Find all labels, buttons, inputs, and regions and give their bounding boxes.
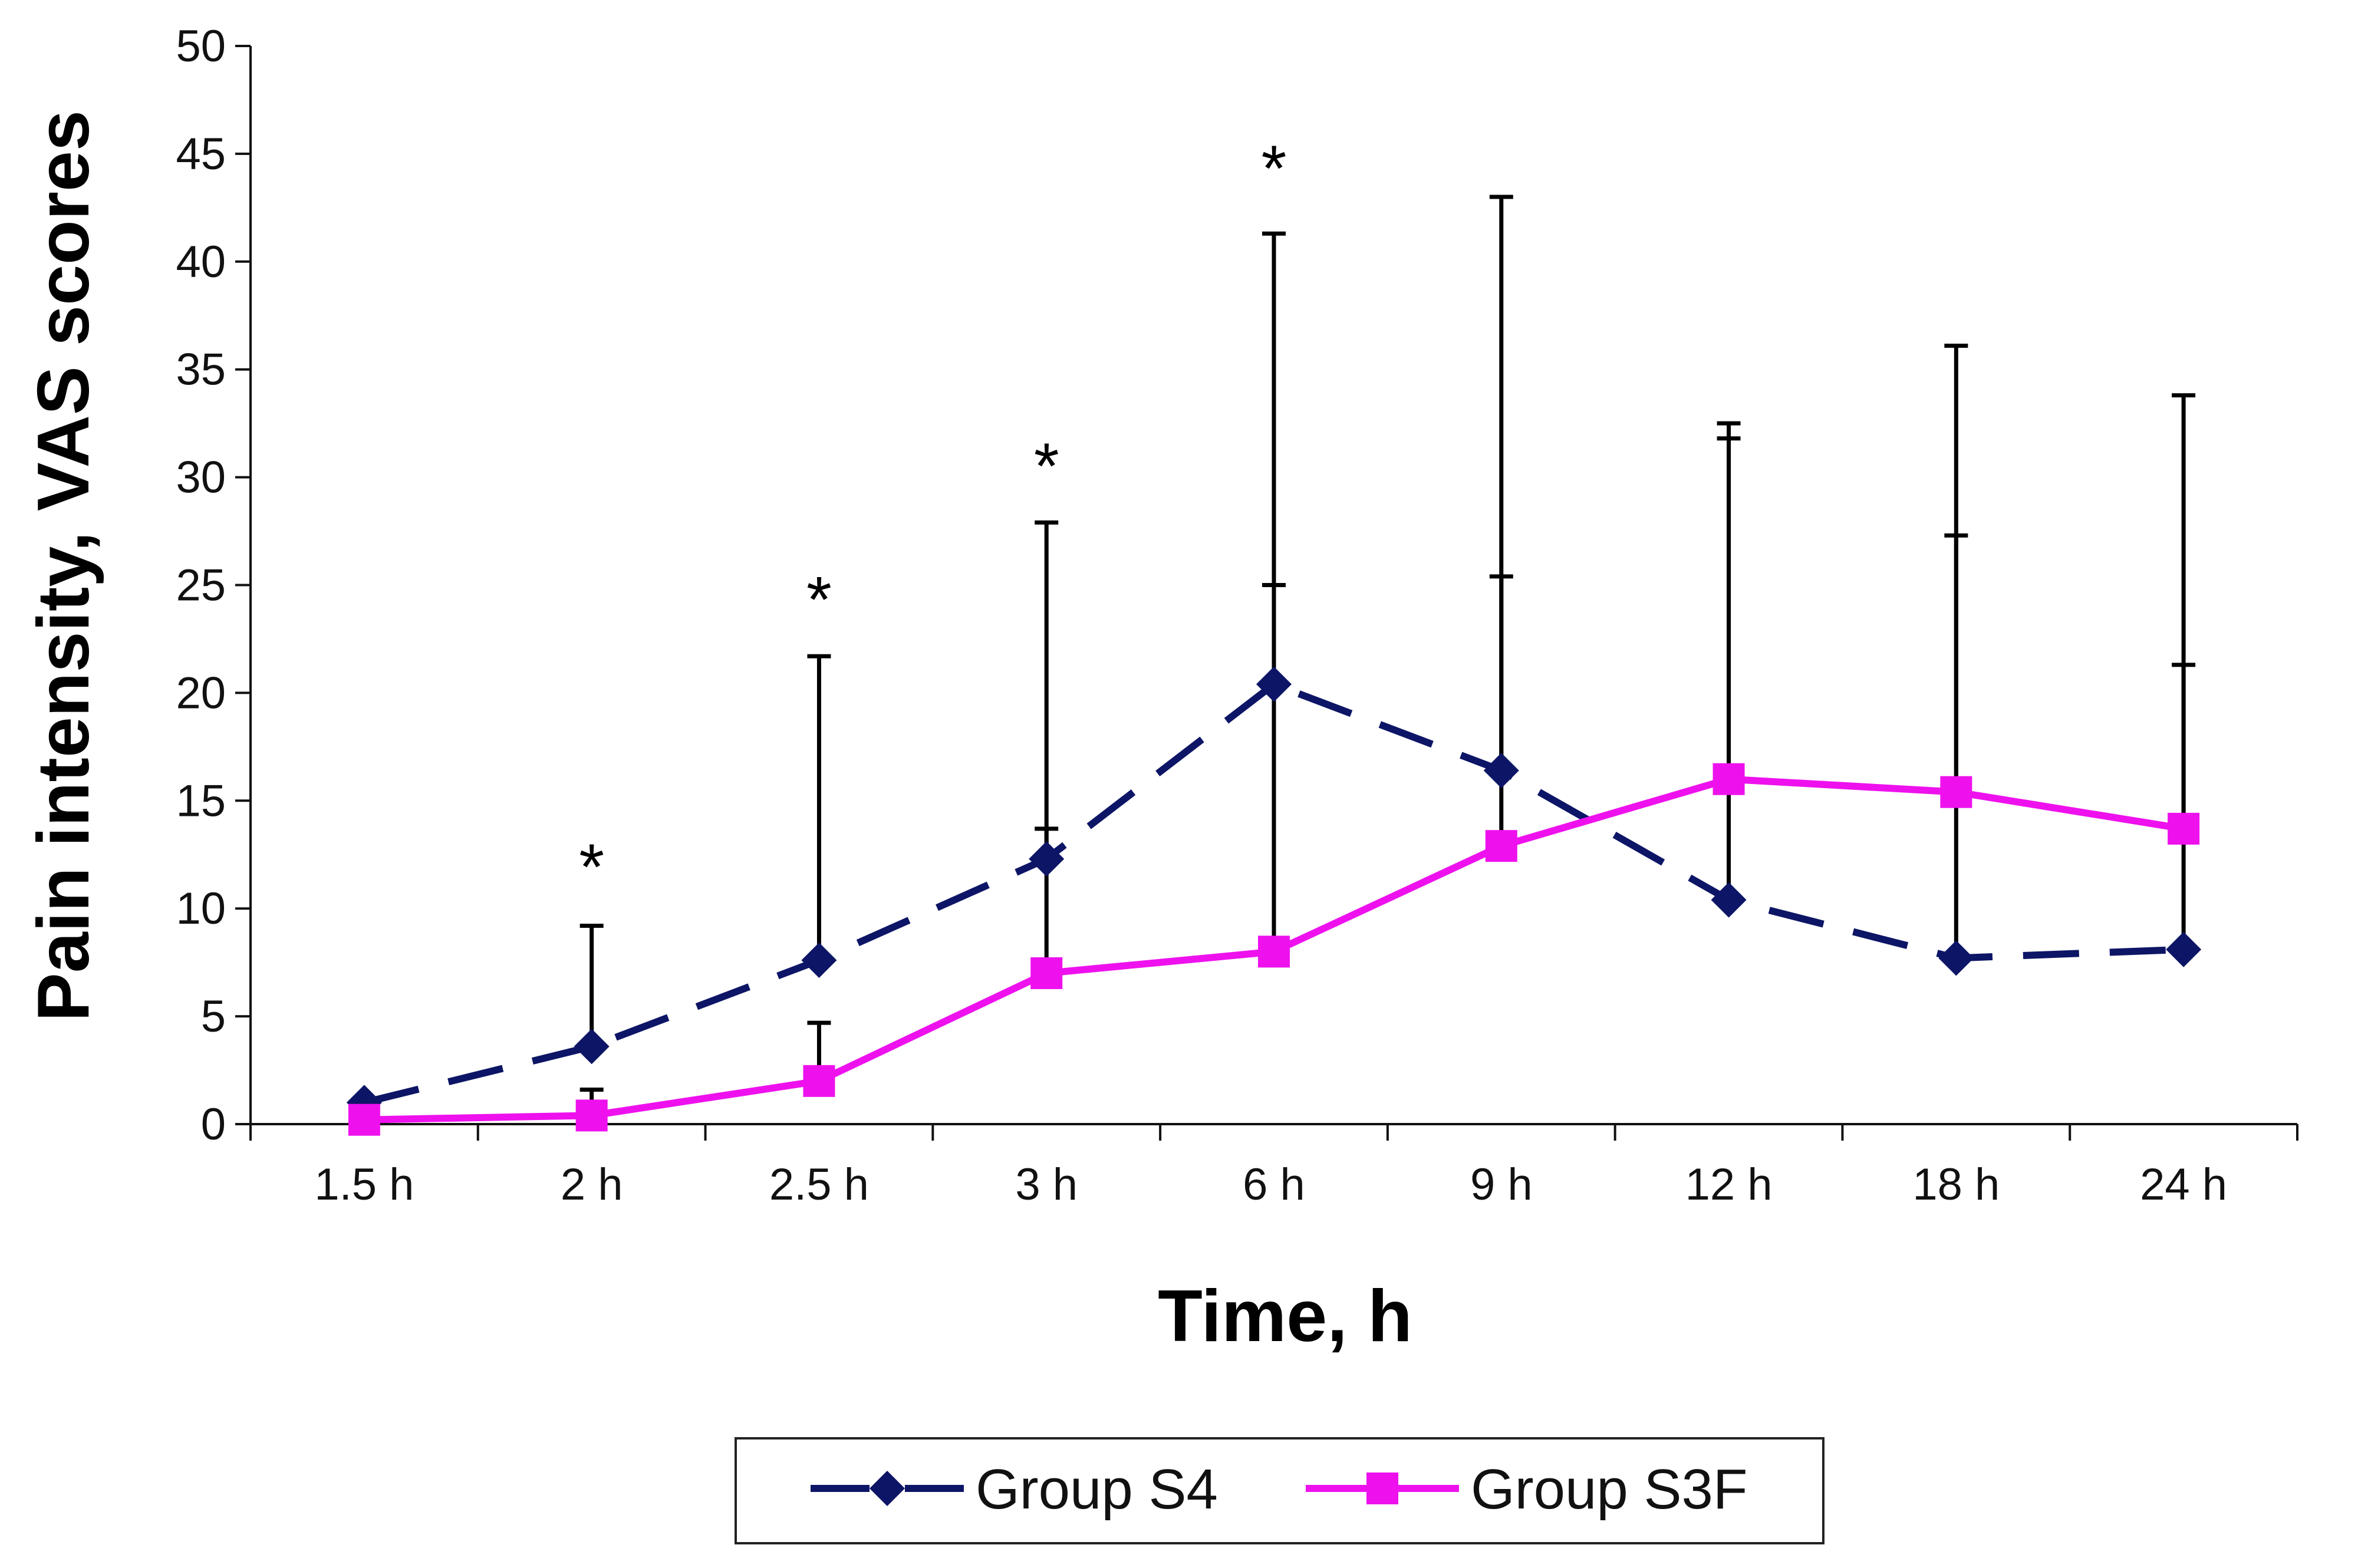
y-tick-label: 35: [176, 345, 226, 395]
y-tick-label: 25: [176, 561, 226, 611]
data-point: [2166, 931, 2202, 967]
data-point: [1711, 882, 1747, 918]
x-tick-label: 24 h: [2140, 1159, 2227, 1210]
data-point: [803, 1065, 835, 1097]
y-tick-label: 10: [176, 884, 226, 934]
y-tick-label: 50: [176, 21, 226, 71]
error-bars: [579, 195, 2196, 1116]
x-tick-label: 2.5 h: [769, 1159, 869, 1210]
x-axis-title: Time, h: [1158, 1276, 1412, 1357]
data-point: [2168, 812, 2200, 845]
data-point: [574, 1029, 610, 1065]
data-point: [348, 1103, 380, 1136]
data-point: [1256, 666, 1292, 702]
series-line-0: [363, 680, 2184, 1106]
data-point: [1029, 841, 1065, 877]
y-tick-label: 20: [176, 668, 226, 718]
data-point: [575, 1099, 608, 1132]
data-point: [1940, 776, 1972, 808]
legend-item: Group S3F: [1306, 1458, 1748, 1521]
y-tick-label: 40: [176, 237, 226, 287]
annotations: * * * *: [579, 133, 1286, 904]
data-point: [801, 942, 837, 978]
significance-star: *: [579, 831, 604, 904]
y-tick-label: 15: [176, 776, 226, 826]
legend-marker: [1366, 1473, 1398, 1504]
x-tick-label: 9 h: [1470, 1159, 1533, 1210]
legend-label: Group S4: [976, 1458, 1218, 1521]
y-tick-label: 5: [201, 991, 226, 1042]
series: [346, 666, 2202, 1136]
x-tick-label: 1.5 h: [314, 1159, 414, 1210]
axes: 0 5 10 15 20 25 30 35 40 45 50 1.5 h 2 h 2.5 h 3 h 6 h 9…: [176, 21, 2298, 1210]
y-axis-title: Pain intensity, VAS scores: [23, 110, 104, 1022]
legend: Group S4 Group S3F: [735, 1437, 1825, 1544]
significance-star: *: [1262, 133, 1287, 205]
y-tick-label: 45: [176, 129, 226, 179]
x-tick-label: 3 h: [1015, 1159, 1078, 1210]
legend-items: Group S4 Group S3F: [811, 1458, 1748, 1521]
x-tick-label: 6 h: [1243, 1159, 1305, 1210]
legend-label: Group S3F: [1471, 1458, 1748, 1521]
x-tick-label: 12 h: [1685, 1159, 1773, 1210]
legend-marker: [870, 1471, 905, 1506]
data-point: [1483, 753, 1519, 789]
y-tick-label: 0: [201, 1099, 226, 1149]
y-tick-label: 30: [176, 453, 226, 503]
significance-star: *: [806, 564, 832, 636]
data-point: [1712, 763, 1745, 795]
data-point: [1485, 830, 1517, 862]
x-tick-label: 18 h: [1912, 1159, 2000, 1210]
data-point: [1030, 957, 1063, 989]
x-tick-label: 2 h: [561, 1159, 623, 1210]
data-point: [1258, 935, 1290, 968]
significance-star: *: [1034, 430, 1059, 502]
legend-item: Group S4: [811, 1458, 1218, 1521]
data-point: [1938, 940, 1974, 976]
